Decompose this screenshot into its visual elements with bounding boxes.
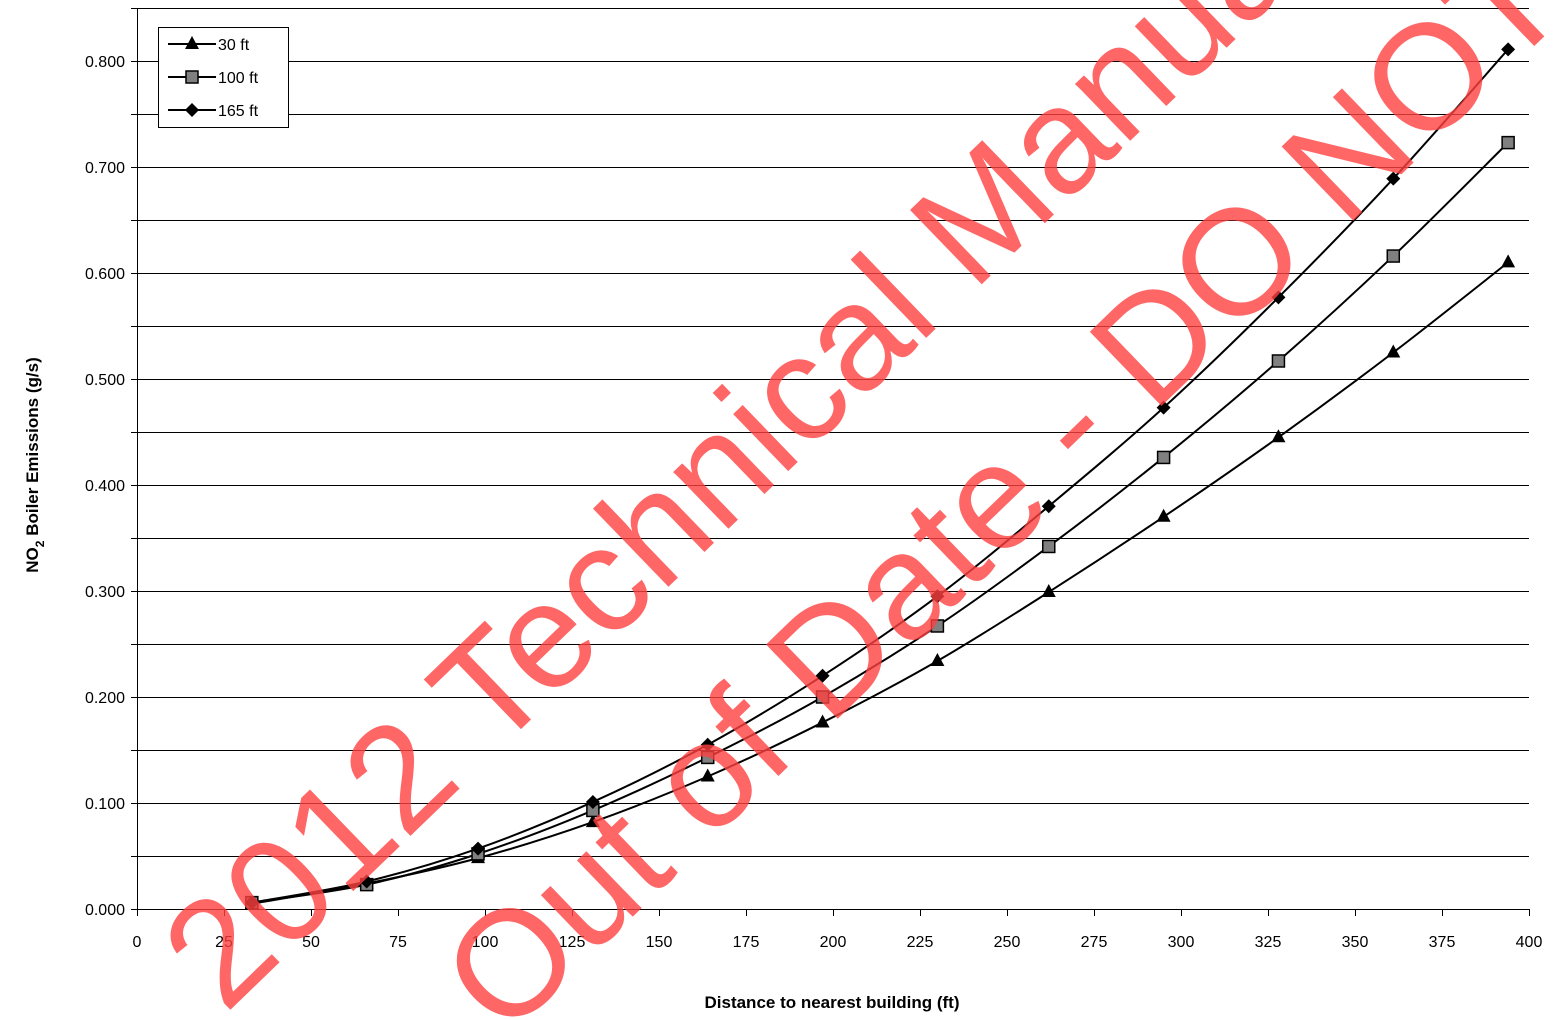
data-point — [930, 589, 945, 604]
watermark: 2012 Technical Manual Out of Date - DO N… — [131, 0, 1558, 1020]
data-point — [1041, 499, 1056, 514]
axes: 0.000 0.100 0.200 0.300 0.400 0.500 0.600 0.700… — [85, 8, 1542, 951]
watermark-line-1: 2012 Technical Manual — [131, 0, 1349, 1020]
data-point — [1386, 249, 1401, 263]
y-tick-label: 0.100 — [85, 796, 125, 813]
x-tick-label: 375 — [1429, 934, 1456, 951]
y-tick-label: 0.000 — [85, 902, 125, 919]
data-point — [585, 814, 600, 828]
legend-marker — [185, 103, 199, 117]
data-point — [815, 690, 830, 704]
y-tick-label: 0.800 — [85, 54, 125, 71]
data-point — [930, 619, 945, 633]
x-tick-label: 150 — [646, 934, 673, 951]
y-tick-label: 0.300 — [85, 584, 125, 601]
data-point — [930, 652, 945, 666]
x-axis-title: Distance to nearest building (ft) — [704, 993, 959, 1012]
legend-label: 100 ft — [218, 70, 259, 87]
legend-label: 165 ft — [218, 103, 259, 120]
data-point — [1156, 400, 1171, 415]
data-point — [359, 874, 374, 889]
y-tick-label: 0.700 — [85, 160, 125, 177]
data-point — [585, 794, 600, 809]
data-point — [471, 841, 486, 856]
legend-marker — [185, 70, 199, 84]
x-tick-label: 300 — [1168, 934, 1195, 951]
data-point — [815, 714, 830, 728]
x-tick-label: 125 — [559, 934, 586, 951]
data-point — [1042, 539, 1056, 554]
legend-marker — [185, 36, 199, 49]
x-tick-label: 400 — [1516, 934, 1543, 951]
x-tick-label: 0 — [133, 934, 142, 951]
x-tick-label: 50 — [302, 934, 320, 951]
x-tick-label: 250 — [994, 934, 1021, 951]
data-point — [1271, 290, 1286, 305]
series — [244, 42, 1516, 910]
series-2 — [244, 42, 1516, 910]
x-tick-label: 200 — [820, 934, 847, 951]
x-tick-label: 25 — [215, 934, 233, 951]
x-tick-label: 100 — [472, 934, 499, 951]
y-axis-title: NO2 Boiler Emissions (g/s) — [23, 357, 47, 572]
y-tick-label: 0.500 — [85, 372, 125, 389]
x-tick-label: 75 — [389, 934, 407, 951]
y-tick-label: 0.400 — [85, 478, 125, 495]
data-point — [700, 737, 715, 752]
data-point — [1156, 450, 1171, 465]
data-point — [1041, 584, 1056, 598]
data-point — [815, 668, 830, 683]
x-tick-label: 225 — [907, 934, 934, 951]
x-tick-label: 175 — [733, 934, 760, 951]
y-tick-label: 0.200 — [85, 690, 125, 707]
data-point — [700, 768, 715, 782]
data-point — [1271, 354, 1286, 368]
data-point — [1386, 344, 1401, 358]
grid — [137, 8, 1529, 857]
legend-label: 30 ft — [218, 37, 250, 54]
y-tick-label: 0.600 — [85, 266, 125, 283]
data-point — [244, 895, 259, 910]
x-tick-label: 350 — [1342, 934, 1369, 951]
x-tick-label: 325 — [1255, 934, 1282, 951]
legend: 30 ft 100 ft 165 ft — [158, 27, 289, 128]
data-point — [1501, 135, 1515, 150]
data-point — [1271, 429, 1286, 443]
x-tick-label: 275 — [1081, 934, 1108, 951]
data-point — [1386, 171, 1401, 186]
data-point — [1501, 42, 1516, 57]
data-point — [1156, 508, 1171, 522]
data-point — [1501, 254, 1516, 268]
